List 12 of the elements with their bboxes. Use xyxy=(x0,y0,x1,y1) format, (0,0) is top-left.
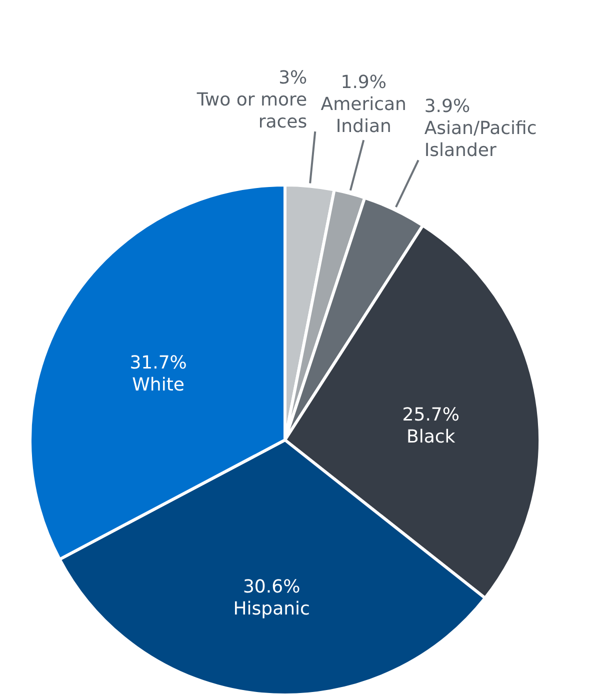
slice-label: Asian/Pacific Islander xyxy=(424,118,537,162)
data-label: 25.7% xyxy=(402,404,460,426)
data-label: 31.7% xyxy=(130,352,187,374)
slice-label: American Indian xyxy=(320,94,406,138)
data-label: 3.9% xyxy=(424,96,470,118)
slice-label: Two or more races xyxy=(196,89,308,132)
slice-label: White xyxy=(132,374,184,396)
data-label: 30.6% xyxy=(242,576,300,598)
slice-label: Hispanic xyxy=(233,598,310,620)
data-label: 1.9% xyxy=(340,72,386,94)
slice-label: Black xyxy=(406,426,456,448)
data-label: 3% xyxy=(278,67,308,88)
